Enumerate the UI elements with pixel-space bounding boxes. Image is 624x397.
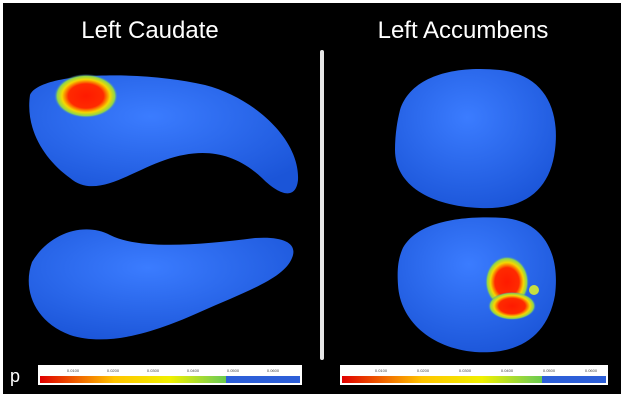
colorbar-tick-label: 0.0100 <box>375 368 388 373</box>
heat-spot <box>488 292 536 320</box>
colorbar-tick-label: 0.0600 <box>267 368 280 373</box>
panel-title: Left Accumbens <box>378 17 549 44</box>
colorbar-tick-label: 0.0500 <box>543 368 556 373</box>
scale-label: p <box>10 366 20 386</box>
colorbar-tick-label: 0.0100 <box>67 368 80 373</box>
colorbar-gradient <box>342 376 542 383</box>
heat-spot <box>529 285 539 295</box>
colorbar-tick-label: 0.0200 <box>107 368 120 373</box>
colorbar-tick-label: 0.0400 <box>501 368 514 373</box>
colorbar-tick-label: 0.0200 <box>417 368 430 373</box>
colorbar: 0.0100 0.0200 0.0300 0.0400 0.0500 0.0600 <box>38 365 302 385</box>
colorbar: 0.0100 0.0200 0.0300 0.0400 0.0500 0.0600 <box>340 365 608 385</box>
figure: Left Caudate Left Accumbens p 0.0100 0.02… <box>0 0 624 397</box>
divider <box>320 50 324 360</box>
colorbar-tick-label: 0.0500 <box>227 368 240 373</box>
colorbar-tick-label: 0.0300 <box>147 368 160 373</box>
colorbar-blue <box>542 376 606 383</box>
colorbar-tick-label: 0.0300 <box>459 368 472 373</box>
colorbar-tick-label: 0.0400 <box>187 368 200 373</box>
accumbens-top <box>395 69 556 208</box>
colorbar-tick-label: 0.0600 <box>585 368 598 373</box>
colorbar-blue <box>226 376 300 383</box>
heat-spot <box>54 74 118 118</box>
panel-title: Left Caudate <box>81 17 218 44</box>
colorbar-gradient <box>40 376 226 383</box>
